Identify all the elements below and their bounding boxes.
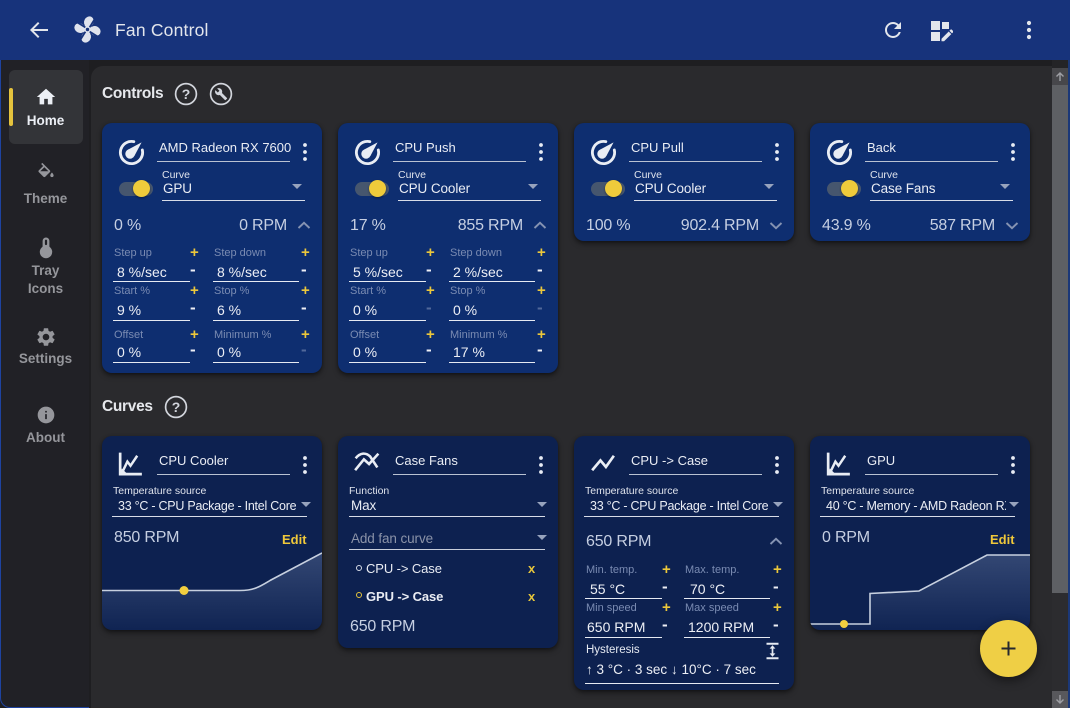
svg-text:?: ?: [172, 399, 181, 415]
svg-text:?: ?: [182, 86, 191, 102]
